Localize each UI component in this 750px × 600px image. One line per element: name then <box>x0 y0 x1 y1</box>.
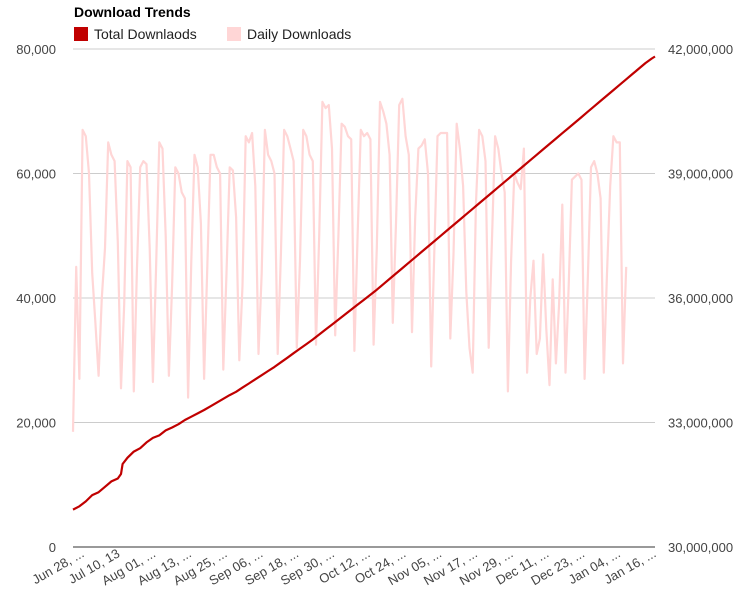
chart-title: Download Trends <box>74 4 191 20</box>
right-tick-label: 42,000,000 <box>668 42 733 57</box>
right-tick-label: 36,000,000 <box>668 291 733 306</box>
legend: Total Downlaods Daily Downloads <box>74 26 351 42</box>
right-axis-ticks: 30,000,000 33,000,000 36,000,000 39,000,000… <box>668 42 733 555</box>
left-tick-label: 80,000 <box>16 42 56 57</box>
left-tick-label: 60,000 <box>16 167 56 182</box>
right-tick-label: 33,000,000 <box>668 416 733 431</box>
legend-swatch-total <box>74 27 88 41</box>
series-line-daily-downloads <box>71 97 628 432</box>
legend-swatch-daily <box>227 27 241 41</box>
right-tick-label: 39,000,000 <box>668 167 733 182</box>
left-tick-label: 0 <box>49 540 56 555</box>
series-layer <box>71 55 656 511</box>
legend-label-daily: Daily Downloads <box>247 26 351 42</box>
left-tick-label: 40,000 <box>16 291 56 306</box>
legend-label-total: Total Downlaods <box>94 26 197 42</box>
left-tick-label: 20,000 <box>16 416 56 431</box>
series-line-total-downloads <box>72 55 656 511</box>
left-axis-ticks: 0 20,000 40,000 60,000 80,000 <box>16 42 56 555</box>
gridlines <box>73 48 655 423</box>
right-tick-label: 30,000,000 <box>668 540 733 555</box>
